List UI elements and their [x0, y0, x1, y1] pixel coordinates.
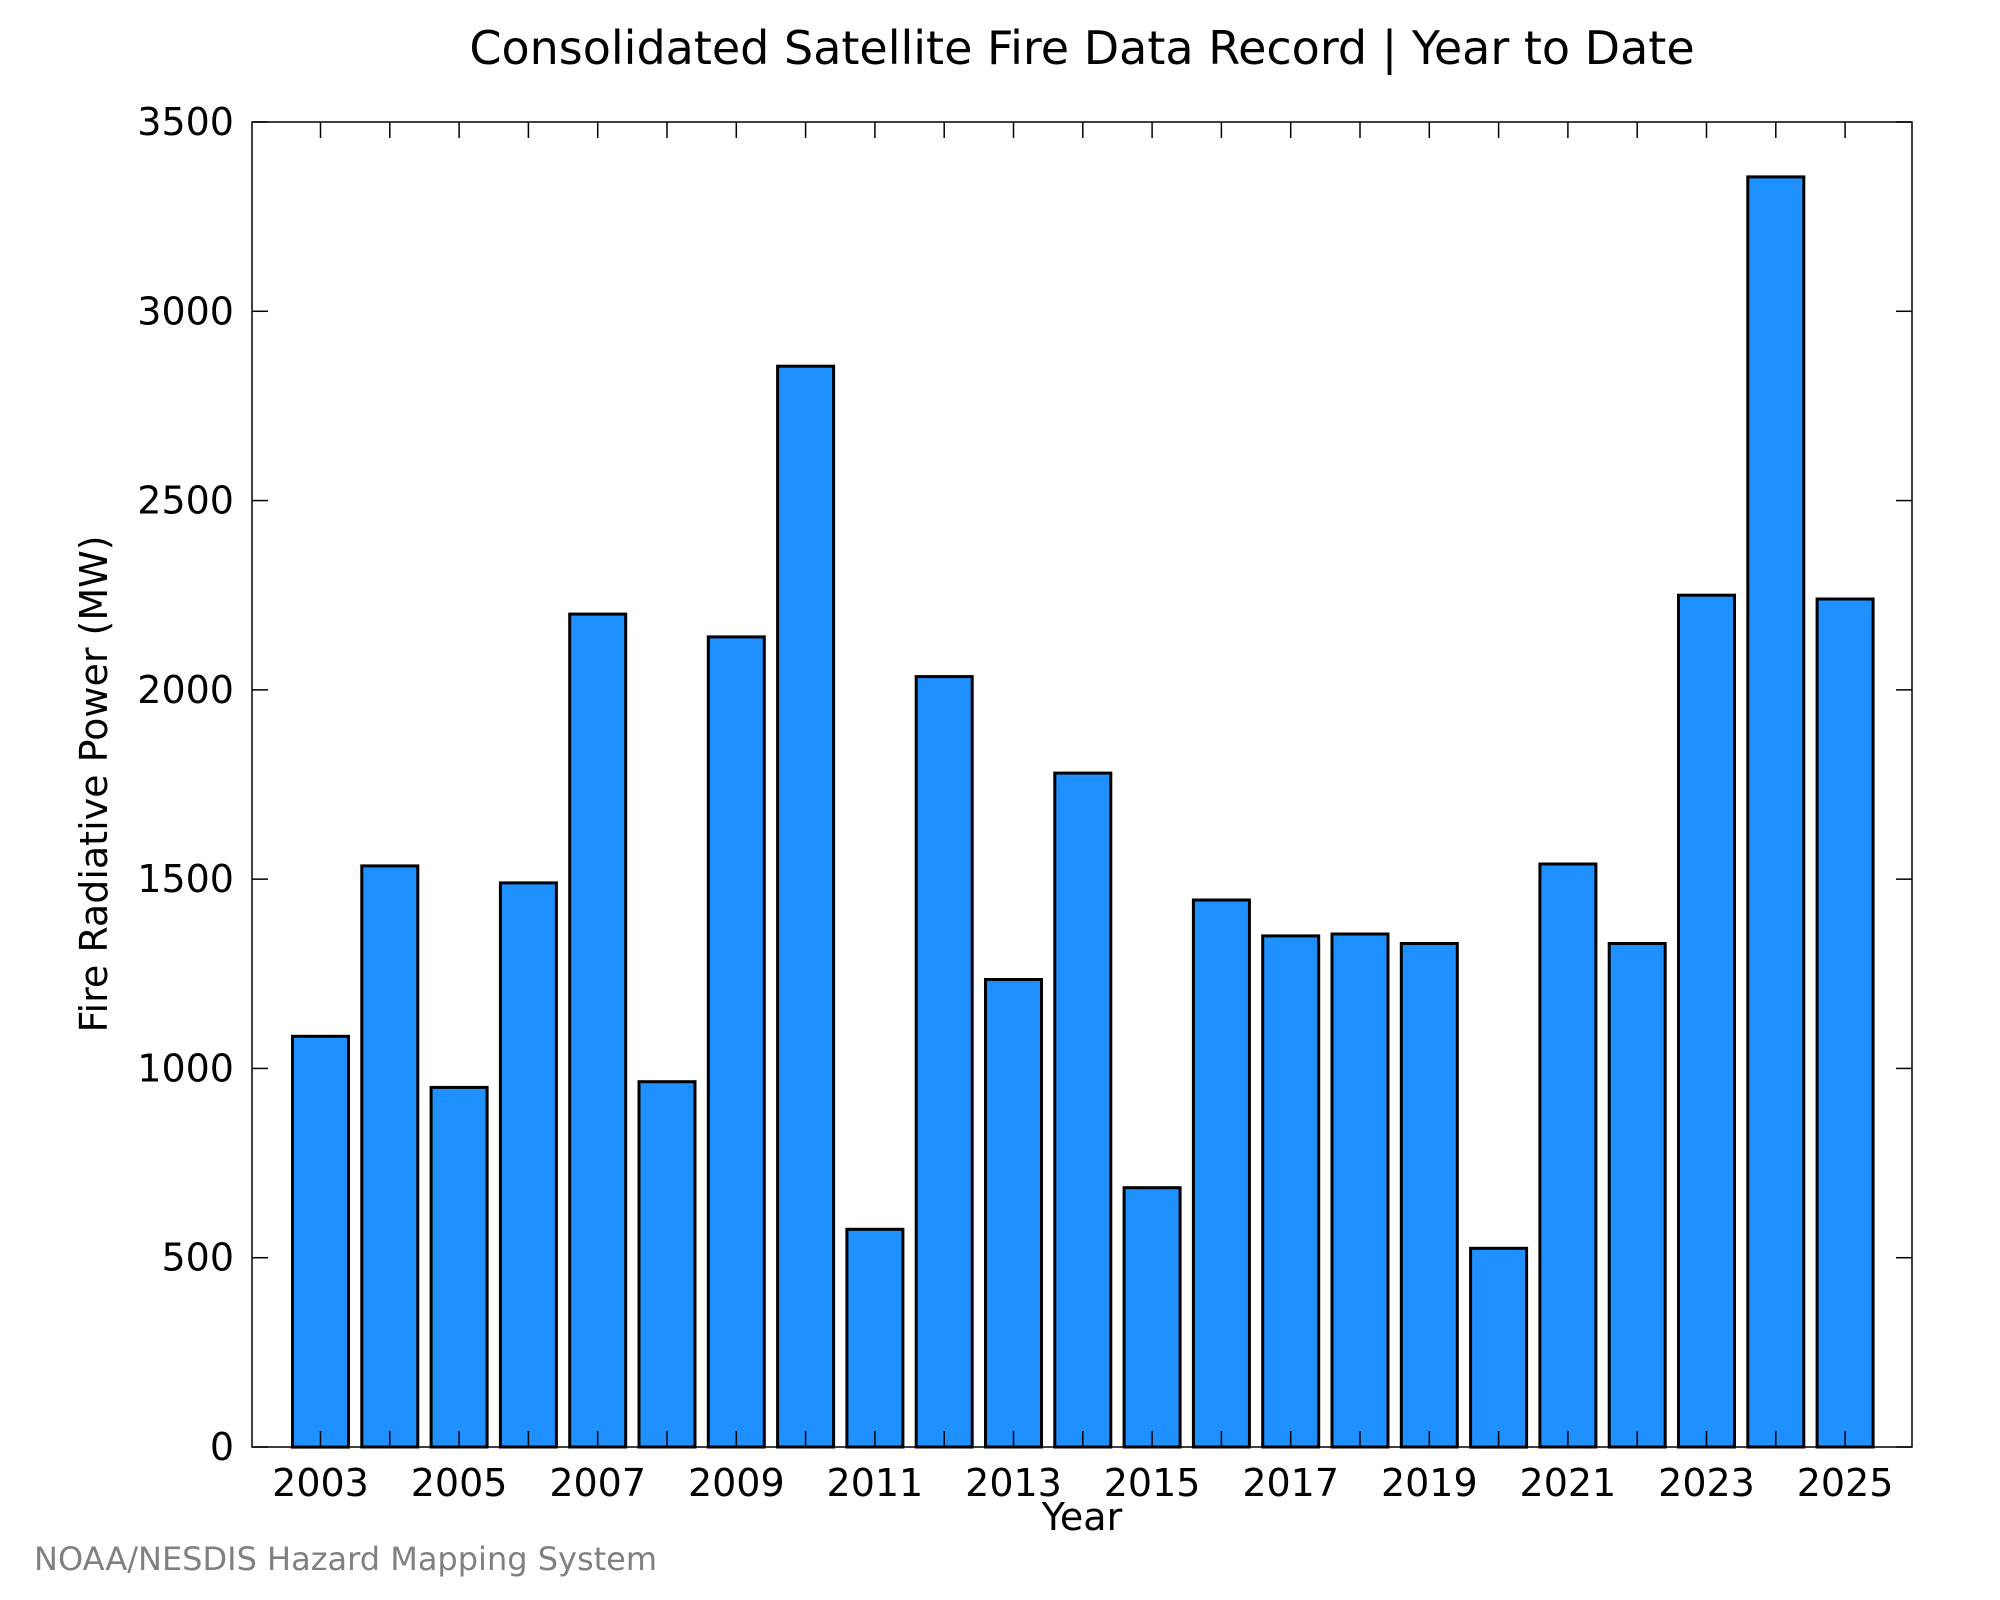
bar-2018	[1330, 932, 1390, 1449]
bar-2012	[914, 675, 974, 1449]
bar-2010	[776, 364, 836, 1449]
bar-2009	[706, 635, 766, 1449]
bar-2003	[291, 1034, 350, 1449]
bar-2023	[1677, 593, 1736, 1449]
bar-2019	[1399, 942, 1459, 1449]
bar-2017	[1261, 934, 1321, 1449]
y-tick-label: 3000	[137, 289, 234, 333]
bar-2011	[845, 1227, 905, 1449]
y-tick-label: 0	[210, 1425, 234, 1469]
bar-2021	[1538, 862, 1598, 1449]
y-tick-label: 2500	[137, 479, 234, 523]
x-tick-label: 2007	[549, 1461, 646, 1505]
y-tick-label: 2000	[137, 668, 234, 712]
ticks-group: 0 500 1000 1500 2000 2500 3000 3500 2003 2005 2007…	[137, 100, 1912, 1505]
y-tick-label: 1000	[137, 1046, 234, 1090]
bar-2022	[1607, 942, 1667, 1449]
y-tick-label: 3500	[137, 100, 234, 144]
x-tick-label: 2019	[1381, 1461, 1478, 1505]
bars-group	[291, 175, 1875, 1449]
x-tick-label: 2003	[272, 1461, 369, 1505]
bar-2006	[498, 881, 558, 1449]
x-tick-label: 2017	[1242, 1461, 1339, 1505]
bar-2025	[1815, 597, 1875, 1449]
chart-title: Consolidated Satellite Fire Data Record …	[469, 21, 1694, 76]
bar-2014	[1053, 771, 1113, 1449]
bar-2005	[429, 1085, 489, 1449]
bar-2024	[1746, 175, 1806, 1449]
x-tick-label: 2021	[1520, 1461, 1617, 1505]
bar-2004	[360, 864, 420, 1449]
x-axis-label: Year	[1041, 1495, 1123, 1539]
bar-2016	[1191, 898, 1251, 1449]
bar-2015	[1122, 1186, 1182, 1449]
bar-2008	[637, 1080, 697, 1449]
x-tick-label: 2013	[965, 1461, 1062, 1505]
y-tick-label: 1500	[137, 857, 234, 901]
x-tick-label: 2023	[1658, 1461, 1755, 1505]
x-tick-label: 2025	[1797, 1461, 1894, 1505]
y-tick-label: 500	[161, 1236, 234, 1280]
x-tick-label: 2011	[827, 1461, 924, 1505]
bar-2013	[984, 978, 1043, 1449]
x-tick-label: 2005	[411, 1461, 508, 1505]
x-tick-label: 2015	[1104, 1461, 1201, 1505]
source-credit: NOAA/NESDIS Hazard Mapping System	[34, 1540, 657, 1578]
bar-2007	[568, 612, 628, 1449]
x-tick-label: 2009	[688, 1461, 785, 1505]
y-axis-label: Fire Radiative Power (MW)	[72, 535, 116, 1032]
plot-frame	[251, 121, 1913, 1448]
bar-2020	[1469, 1246, 1529, 1449]
